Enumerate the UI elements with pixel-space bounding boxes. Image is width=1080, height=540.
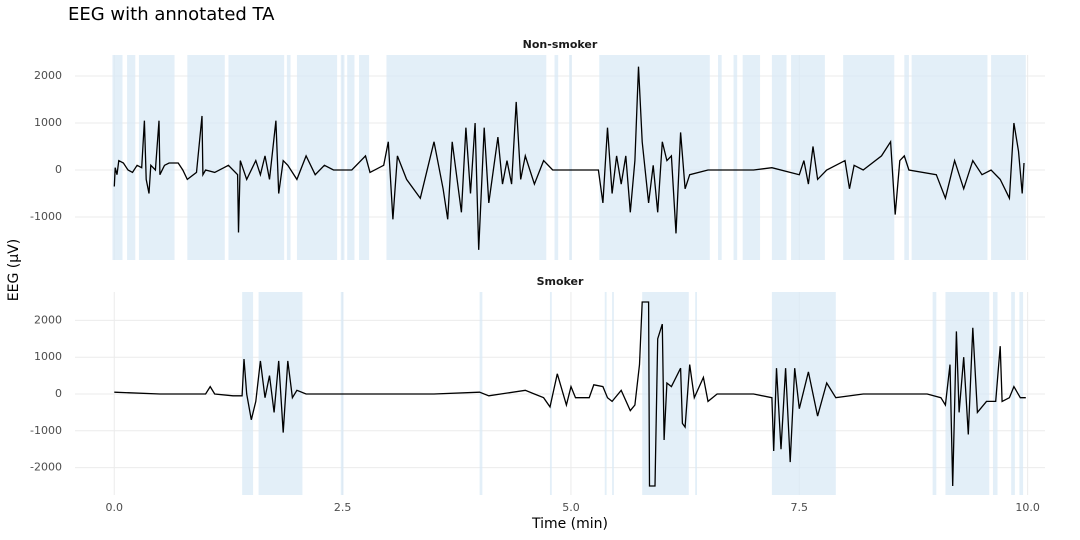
ta-interval bbox=[599, 55, 710, 260]
ta-interval bbox=[718, 55, 722, 260]
y-tick-label: -1000 bbox=[30, 210, 62, 223]
ta-interval bbox=[127, 55, 136, 260]
x-tick-label: 10.0 bbox=[1015, 501, 1040, 514]
ta-interval bbox=[549, 292, 552, 495]
x-tick-label: 7.5 bbox=[791, 501, 809, 514]
ta-interval bbox=[791, 55, 825, 260]
ta-interval bbox=[347, 55, 355, 260]
ta-interval bbox=[187, 55, 225, 260]
ta-interval bbox=[612, 292, 614, 495]
panel-title: Smoker bbox=[537, 275, 584, 288]
chart-title: EEG with annotated TA bbox=[68, 4, 275, 25]
y-tick-label: 1000 bbox=[34, 350, 62, 363]
y-tick-label: -2000 bbox=[30, 461, 62, 474]
y-tick-label: 2000 bbox=[34, 313, 62, 326]
ta-interval bbox=[843, 55, 895, 260]
y-tick-label: 0 bbox=[55, 387, 62, 400]
ta-interval bbox=[479, 292, 483, 495]
x-tick-label: 5.0 bbox=[562, 501, 580, 514]
ta-interval bbox=[228, 55, 285, 260]
y-tick-label: 1000 bbox=[34, 116, 62, 129]
ta-interval bbox=[242, 292, 254, 495]
ta-interval bbox=[554, 55, 559, 260]
ta-interval bbox=[1011, 292, 1015, 495]
ta-interval bbox=[904, 55, 909, 260]
y-tick-label: -1000 bbox=[30, 424, 62, 437]
eeg-trace bbox=[114, 301, 1026, 487]
x-tick-label: 0.0 bbox=[106, 501, 124, 514]
ta-interval bbox=[911, 55, 988, 260]
ta-interval bbox=[932, 292, 937, 495]
y-tick-label: 0 bbox=[55, 163, 62, 176]
y-tick-label: 2000 bbox=[34, 69, 62, 82]
ta-interval bbox=[991, 55, 1026, 260]
x-tick-label: 2.5 bbox=[334, 501, 352, 514]
ta-interval bbox=[112, 55, 123, 260]
ta-interval bbox=[1019, 292, 1024, 495]
ta-interval bbox=[771, 292, 836, 495]
ta-interval bbox=[771, 55, 787, 260]
ta-interval bbox=[992, 292, 998, 495]
ta-interval bbox=[733, 55, 738, 260]
ta-interval bbox=[286, 55, 291, 260]
ta-interval bbox=[340, 55, 345, 260]
ta-interval bbox=[386, 55, 547, 260]
ta-interval bbox=[742, 55, 761, 260]
x-axis-label: Time (min) bbox=[531, 516, 608, 532]
ta-interval bbox=[569, 55, 572, 260]
ta-interval bbox=[296, 55, 338, 260]
eeg-trace bbox=[113, 66, 1025, 250]
panel-title: Non-smoker bbox=[523, 38, 598, 51]
y-axis-label: EEG (µV) bbox=[6, 239, 22, 301]
